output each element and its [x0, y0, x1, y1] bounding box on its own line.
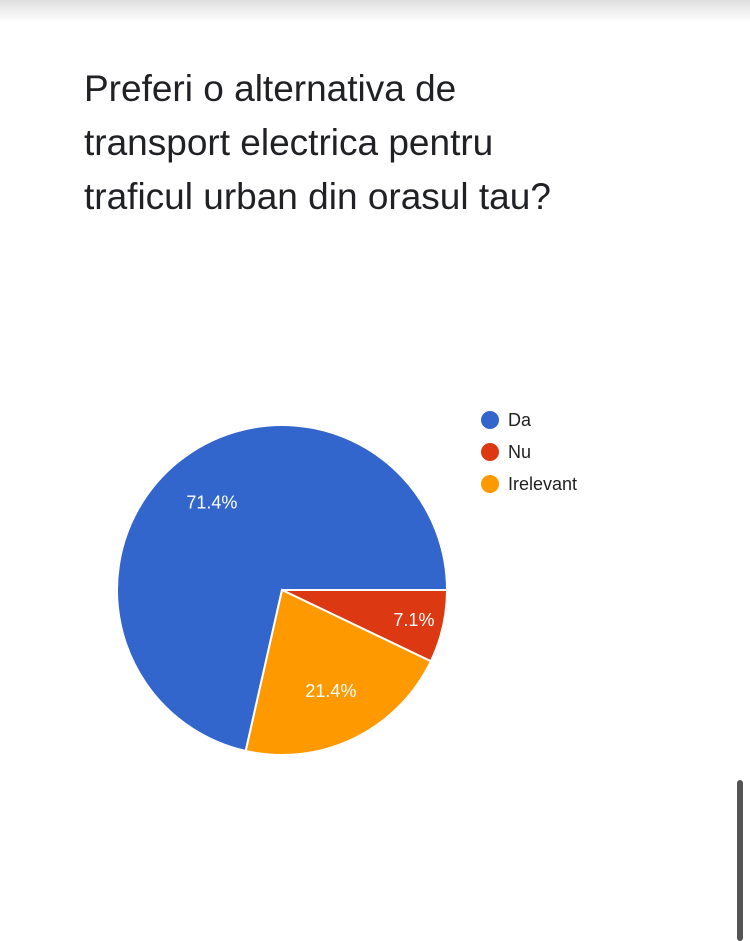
- chart-legend: Da Nu Irelevant: [481, 410, 577, 494]
- slice-label-irelevant: 21.4%: [305, 681, 356, 701]
- pie-slice-da[interactable]: [116, 424, 449, 753]
- slice-label-da: 71.4%: [186, 492, 237, 512]
- top-shadow: [0, 0, 750, 22]
- legend-label: Irelevant: [508, 474, 577, 494]
- legend-item-irelevant[interactable]: Irelevant: [481, 474, 577, 494]
- legend-swatch: [481, 443, 499, 461]
- legend-swatch: [481, 475, 499, 493]
- question-title: Preferi o alternativa de transport elect…: [84, 68, 551, 217]
- pie-slice-labels: 71.4% 7.1% 21.4%: [186, 492, 434, 701]
- legend-label: Da: [508, 410, 532, 430]
- legend-swatch: [481, 411, 499, 429]
- legend-label: Nu: [508, 442, 531, 462]
- legend-item-da[interactable]: Da: [481, 410, 532, 430]
- slice-label-nu: 7.1%: [393, 610, 434, 630]
- pie-slices: [116, 424, 449, 756]
- pie-slice-irelevant[interactable]: [244, 588, 433, 756]
- scrollbar[interactable]: [737, 780, 743, 941]
- legend-item-nu[interactable]: Nu: [481, 442, 531, 462]
